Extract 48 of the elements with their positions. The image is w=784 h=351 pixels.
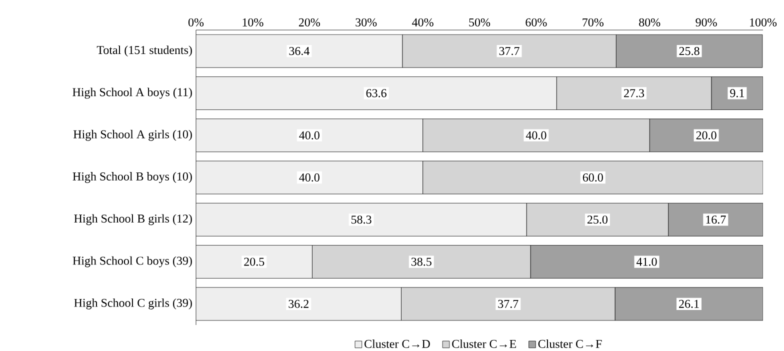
bar [526, 202, 669, 236]
data-label: 63.6 [366, 89, 386, 98]
y-tick-label: High School C girls (39) [74, 298, 192, 310]
data-label: 37.7 [498, 300, 518, 308]
x-tick-label: 10% [242, 18, 264, 26]
legend-label: Cluster C→D [364, 340, 430, 348]
data-label: 20.5 [244, 258, 264, 266]
bar [401, 287, 616, 321]
bar [402, 34, 616, 68]
x-tick-label: 30% [356, 18, 377, 26]
x-tick-label: 40% [412, 18, 434, 26]
y-tick-label: High School A girls (10) [73, 130, 192, 141]
data-label: 60.0 [582, 173, 603, 182]
x-tick-label: 50% [469, 18, 490, 26]
x-tick-label: 90% [696, 18, 717, 26]
legend-label: Cluster C→E [452, 340, 516, 348]
data-label: 20.0 [696, 131, 716, 140]
data-label: 40.0 [526, 131, 546, 140]
data-label: 27.3 [624, 89, 644, 98]
y-tick-label: High School B boys (10) [72, 172, 192, 183]
bar [312, 245, 531, 278]
x-tick-label: 100% [750, 18, 777, 26]
data-label: 37.7 [499, 47, 520, 56]
x-tick-label: 0% [188, 18, 204, 26]
data-label: 25.8 [679, 47, 700, 56]
legend-label: Cluster C→F [538, 340, 602, 348]
x-tick-label: 60% [526, 18, 547, 26]
x-tick-label: 80% [639, 18, 660, 26]
data-label: 58.3 [351, 216, 372, 224]
data-label: 41.0 [636, 258, 657, 266]
data-label: 36.4 [289, 47, 310, 56]
y-tick-label: High School C boys (39) [72, 256, 192, 268]
data-label: 36.2 [288, 300, 308, 308]
y-tick-label: Total (151 students) [96, 46, 192, 57]
y-tick-label: High School B girls (12) [74, 214, 192, 226]
bar [422, 118, 650, 152]
data-label: 40.0 [299, 173, 320, 182]
x-tick-label: 70% [582, 18, 604, 26]
data-label: 25.0 [587, 216, 608, 224]
y-tick-label: High School A boys (11) [72, 88, 192, 99]
data-label: 9.1 [730, 89, 744, 98]
data-label: 38.5 [411, 258, 432, 266]
x-tick-label: 20% [298, 18, 320, 26]
bar [422, 160, 764, 194]
data-label: 40.0 [299, 131, 320, 140]
bar [556, 76, 712, 110]
data-label: 16.7 [706, 216, 726, 224]
data-label: 26.1 [679, 300, 699, 308]
